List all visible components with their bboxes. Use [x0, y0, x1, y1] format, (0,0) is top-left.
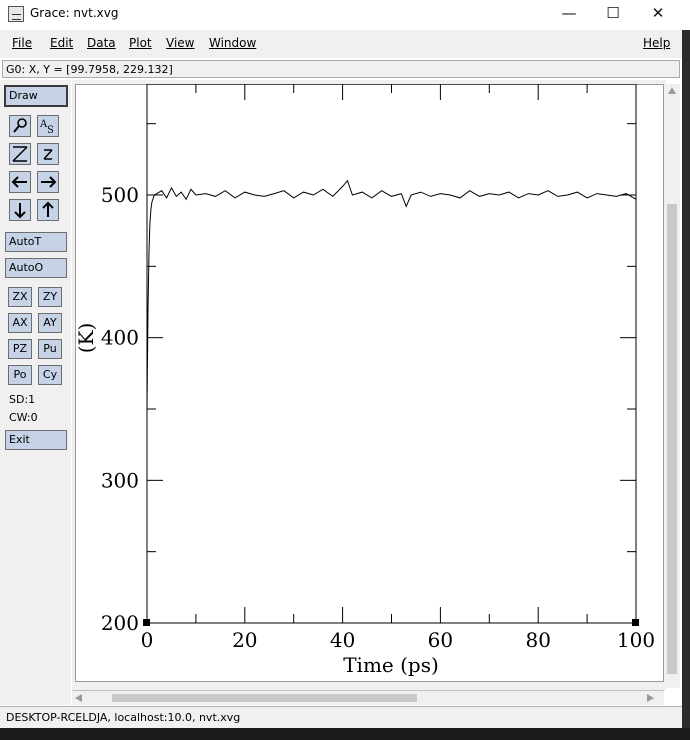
plot-corner-handle[interactable]: [143, 619, 150, 626]
x-axis-label: Time (ps): [343, 653, 439, 677]
x-tick-label: 0: [141, 628, 154, 652]
svg-text:A: A: [39, 119, 48, 130]
set-default-status: SD:1: [9, 393, 36, 406]
current-world-status: CW:0: [9, 411, 38, 424]
y-axis-label: (K): [75, 323, 98, 354]
menu-file[interactable]: File: [12, 36, 33, 50]
temperature-series-line: [146, 179, 637, 410]
zx-button[interactable]: ZX: [8, 287, 32, 307]
x-tick-label: 100: [617, 628, 655, 652]
background-window-edge: [682, 30, 690, 728]
arrow-left-icon[interactable]: [9, 171, 31, 193]
x-tick-label: 80: [525, 628, 550, 652]
arrow-right-icon[interactable]: [37, 171, 59, 193]
status-bar: [0, 706, 682, 729]
minimize-button[interactable]: —: [561, 4, 577, 22]
app-icon: [8, 6, 24, 22]
x-tick-label: 60: [428, 628, 453, 652]
arrow-down-icon[interactable]: [9, 199, 31, 221]
magnifier-icon[interactable]: [9, 115, 31, 137]
autoo-button[interactable]: AutoO: [5, 258, 67, 278]
x-tick-label: 20: [232, 628, 257, 652]
zy-button[interactable]: ZY: [38, 287, 62, 307]
title-bar: [0, 0, 690, 29]
y-tick-label: 300: [101, 468, 139, 492]
menu-view[interactable]: View: [166, 36, 195, 50]
autot-button[interactable]: AutoT: [5, 232, 67, 252]
plot-svg: 0 20 40 60 80 100 200 300 400 500 Time (ps) (K): [75, 84, 655, 677]
horizontal-scrollbar[interactable]: [72, 690, 664, 705]
draw-button[interactable]: Draw: [4, 85, 68, 107]
menu-help[interactable]: Help: [643, 36, 671, 50]
pz-button[interactable]: PZ: [8, 339, 32, 359]
window-title: Grace: nvt.xvg: [30, 6, 119, 20]
close-button[interactable]: ✕: [651, 4, 665, 22]
arrow-up-icon[interactable]: [37, 199, 59, 221]
taskbar-strip: [0, 728, 690, 740]
menu-data[interactable]: Data: [87, 36, 116, 50]
exit-button[interactable]: Exit: [5, 430, 67, 450]
status-text: DESKTOP-RCELDJA, localhost:10.0, nvt.xvg: [6, 711, 241, 724]
plot-canvas[interactable]: [75, 84, 664, 682]
menu-bar: [0, 30, 682, 58]
menu-window[interactable]: Window: [209, 36, 257, 50]
maximize-button[interactable]: ☐: [606, 4, 620, 22]
vertical-scrollbar[interactable]: [664, 84, 680, 688]
coordinate-readout-bar: [2, 60, 680, 78]
menu-edit[interactable]: Edit: [50, 36, 74, 50]
svg-text:S: S: [47, 125, 54, 136]
plot-frame: [146, 84, 637, 624]
ay-button[interactable]: AY: [38, 313, 62, 333]
cy-button[interactable]: Cy: [38, 365, 62, 385]
autoscale-Z-icon[interactable]: [9, 143, 31, 165]
ax-button[interactable]: AX: [8, 313, 32, 333]
y-tick-label: 500: [101, 183, 139, 207]
zoom-z-icon[interactable]: [37, 143, 59, 165]
coordinate-readout: G0: X, Y = [99.7958, 229.132]: [6, 63, 173, 76]
po-button[interactable]: Po: [8, 365, 32, 385]
plot-corner-handle[interactable]: [632, 619, 639, 626]
x-tick-label: 40: [330, 628, 355, 652]
menu-plot[interactable]: Plot: [129, 36, 152, 50]
y-tick-label: 400: [101, 326, 139, 350]
y-tick-label: 200: [101, 611, 139, 635]
pu-button[interactable]: Pu: [38, 339, 62, 359]
